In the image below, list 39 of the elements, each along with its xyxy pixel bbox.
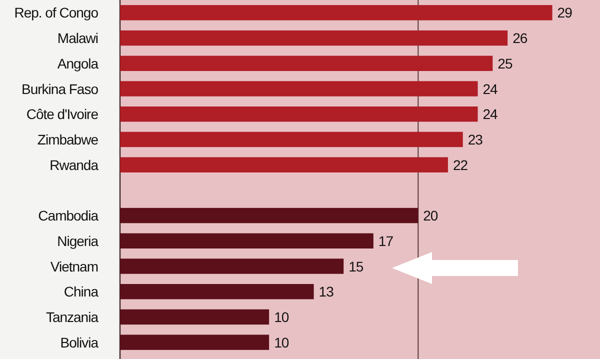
data-label: 25 [498, 55, 513, 72]
y-tick-label: China [64, 284, 99, 300]
bar [120, 106, 478, 122]
data-label: 29 [557, 4, 573, 21]
data-label: 24 [482, 80, 498, 97]
y-tick-label: Côte d'Ivoire [26, 106, 99, 122]
y-tick-label: Zimbabwe [37, 132, 99, 148]
bar [120, 157, 448, 172]
y-tick-label: Bolivia [60, 334, 99, 350]
bar [120, 284, 314, 300]
y-tick-label: Nigeria [57, 232, 99, 249]
y-tick-label: Rep. of Congo [14, 4, 99, 21]
bar [120, 132, 463, 148]
y-tick-label: Burkina Faso [22, 80, 99, 97]
data-label: 10 [274, 309, 290, 326]
y-tick-label: Tanzania [46, 309, 99, 326]
y-tick-label: Rwanda [50, 156, 99, 173]
data-label: 23 [468, 132, 484, 148]
bar [120, 81, 478, 96]
bar [120, 208, 418, 224]
bar [120, 309, 270, 325]
y-tick-label: Angola [57, 55, 99, 72]
bar [120, 258, 344, 274]
data-label: 26 [512, 30, 528, 46]
bar [120, 233, 374, 248]
data-label: 20 [423, 208, 438, 224]
data-label: 22 [452, 156, 468, 173]
bar [120, 5, 552, 20]
data-label: 17 [378, 232, 394, 249]
bar [120, 56, 493, 71]
y-tick-label: Cambodia [38, 208, 99, 224]
data-label: 13 [318, 284, 334, 300]
bar [120, 334, 270, 350]
data-label: 10 [274, 334, 290, 350]
y-tick-label: Vietnam [50, 258, 98, 274]
bar [120, 30, 508, 46]
data-label: 15 [348, 258, 364, 274]
data-label: 24 [482, 106, 498, 122]
y-tick-label: Malawi [57, 30, 98, 46]
